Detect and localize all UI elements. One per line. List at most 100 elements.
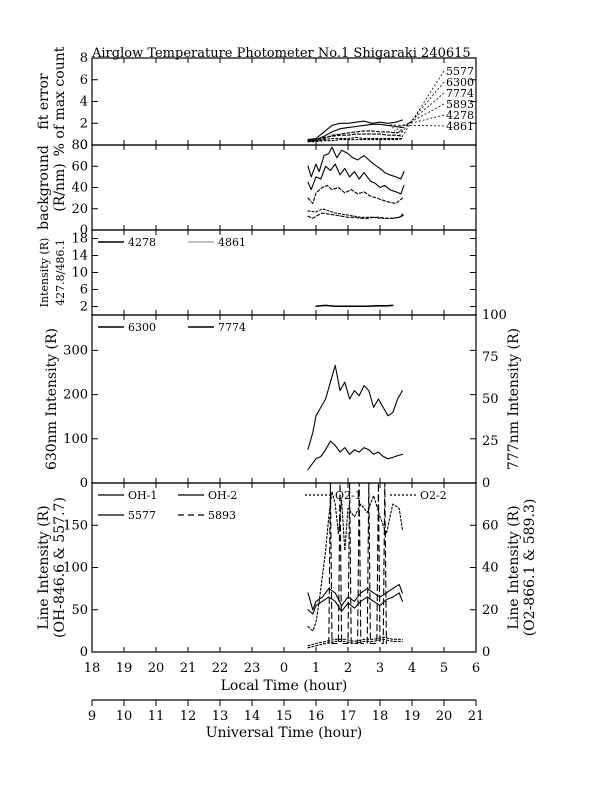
y-tick-label: 150 (63, 518, 88, 533)
legend-label: 5577 (446, 65, 474, 78)
y-tick-label: 20 (71, 202, 88, 217)
panel-frame (91, 144, 477, 231)
series-group (315, 304, 394, 308)
series-line-OH-1 (307, 583, 403, 611)
panel-background: 0 20 40 60 80 background (R/nm) (36, 138, 477, 238)
y-tick-label: 100 (63, 432, 88, 447)
legend-label: 4278 (446, 109, 474, 122)
series-group (307, 364, 403, 471)
x-tick-label-local: 2 (344, 661, 352, 676)
series-line-4278 (307, 136, 403, 142)
x-tick-label-local: 6 (472, 661, 480, 676)
legend-label: 7774 (446, 87, 474, 100)
x-tick-label-ut: 18 (372, 709, 389, 724)
y-tick-label: 4 (80, 95, 88, 110)
panel-intensity-6300-7774: 0 100 200 300 0 25 50 75 100 777nm Intensity (R) 6… (44, 308, 522, 491)
legend-label: O2-1 (335, 489, 362, 502)
y-axis-label: fit error (36, 73, 52, 130)
y-right-tick-label: 50 (482, 392, 499, 407)
x-tick-label-ut: 9 (88, 709, 96, 724)
series-line-6300 (307, 123, 403, 142)
x-tick-label-local: 19 (116, 661, 133, 676)
y-tick-label: 18 (71, 232, 88, 247)
y-axis-label: background (36, 145, 52, 230)
x-tick-label-local: 3 (376, 661, 384, 676)
panel-intensity-4278-4861: 2 6 10 14 18 Intensity (R) 427.8/486.1 4278 4861 (38, 229, 477, 316)
series-line-trace-4 (307, 212, 405, 219)
legend-leader (393, 103, 445, 132)
legend-label: 4861 (218, 236, 246, 249)
y-right-tick-label: 100 (482, 308, 507, 323)
y-right-axis-label: 777nm Intensity (R) (506, 328, 522, 470)
y-tick-label: 10 (71, 266, 88, 281)
y-right-tick-label: 0 (482, 476, 490, 491)
series-line-5893 (328, 483, 387, 645)
y-tick-label: 0 (80, 645, 88, 660)
x-axis-label-ut: Universal Time (hour) (206, 725, 363, 741)
y-tick-label: 100 (63, 561, 88, 576)
y-right-tick-label: 60 (482, 518, 499, 533)
panel-fit-error: 0 2 4 6 8 fit error% of max count 557763007774… (36, 46, 477, 156)
y-right-tick-label: 40 (482, 561, 499, 576)
panel-frame (91, 57, 477, 146)
series-line-trace-5 (307, 208, 405, 219)
panel-frame (91, 314, 477, 484)
y-tick-label: 300 (63, 343, 88, 358)
y-axis-label: 630nm Intensity (R) (44, 328, 60, 470)
x-tick-label-ut: 15 (276, 709, 293, 724)
y-tick-label: 40 (71, 181, 88, 196)
legend-label: 5893 (208, 509, 236, 522)
legend-label: 7774 (218, 321, 246, 334)
series-line-O2-1 (307, 638, 403, 649)
y-tick-label: 80 (71, 138, 88, 153)
x-tick-label-local: 5 (440, 661, 448, 676)
series-line-6300 (307, 440, 403, 471)
legend-leader (397, 81, 445, 138)
y-axis-label: Intensity (R) (38, 238, 51, 308)
y-tick-label: 200 (63, 388, 88, 403)
y-axis-label: (OH-846.6 & 557.7) (52, 497, 68, 638)
x-tick-label-ut: 17 (340, 709, 357, 724)
series-line-5577 (307, 490, 403, 632)
legend-label: 4861 (446, 120, 474, 133)
x-tick-label-ut: 13 (212, 709, 229, 724)
y-right-tick-label: 0 (482, 645, 490, 660)
x-tick-label-local: 0 (280, 661, 288, 676)
series-line-OH-2 (307, 592, 403, 615)
x-tick-label-local: 4 (408, 661, 416, 676)
x-tick-label-ut: 19 (404, 709, 421, 724)
series-group (307, 483, 403, 649)
legend-label: O2-2 (420, 489, 447, 502)
legend-leader (391, 114, 445, 129)
x-tick-label-ut: 10 (116, 709, 133, 724)
y-axis-label: % of max count (52, 46, 68, 156)
y-tick-label: 2 (80, 300, 88, 315)
series-line-trace-2 (307, 163, 405, 195)
y-tick-label: 2 (80, 116, 88, 131)
series-line-5893 (307, 133, 403, 141)
series-line-O2-2 (307, 636, 403, 647)
x-axis-label-local: Local Time (hour) (221, 678, 348, 694)
y-right-axis-label: Line Intensity (R) (506, 505, 522, 629)
series-line-trace-1 (307, 146, 405, 180)
x-tick-label-ut: 11 (148, 709, 165, 724)
series-line-5577 (307, 119, 403, 141)
x-tick-label-ut: 12 (180, 709, 197, 724)
legend-label: 6300 (128, 321, 156, 334)
y-axis-label: 427.8/486.1 (54, 239, 67, 306)
y-axis-label: Line Intensity (R) (36, 505, 52, 629)
legend-label: OH-1 (128, 489, 157, 502)
y-tick-label: 6 (80, 73, 88, 88)
x-tick-label-local: 22 (212, 661, 229, 676)
y-right-tick-label: 20 (482, 603, 499, 618)
legend-label: 4278 (128, 236, 156, 249)
series-group (307, 119, 403, 143)
y-tick-label: 50 (71, 603, 88, 618)
x-tick-label-local: 1 (312, 661, 320, 676)
x-tick-label-local: 21 (180, 661, 197, 676)
series-line-4861 (307, 137, 403, 143)
y-tick-label: 0 (80, 223, 88, 238)
legend-label: 5577 (128, 509, 156, 522)
